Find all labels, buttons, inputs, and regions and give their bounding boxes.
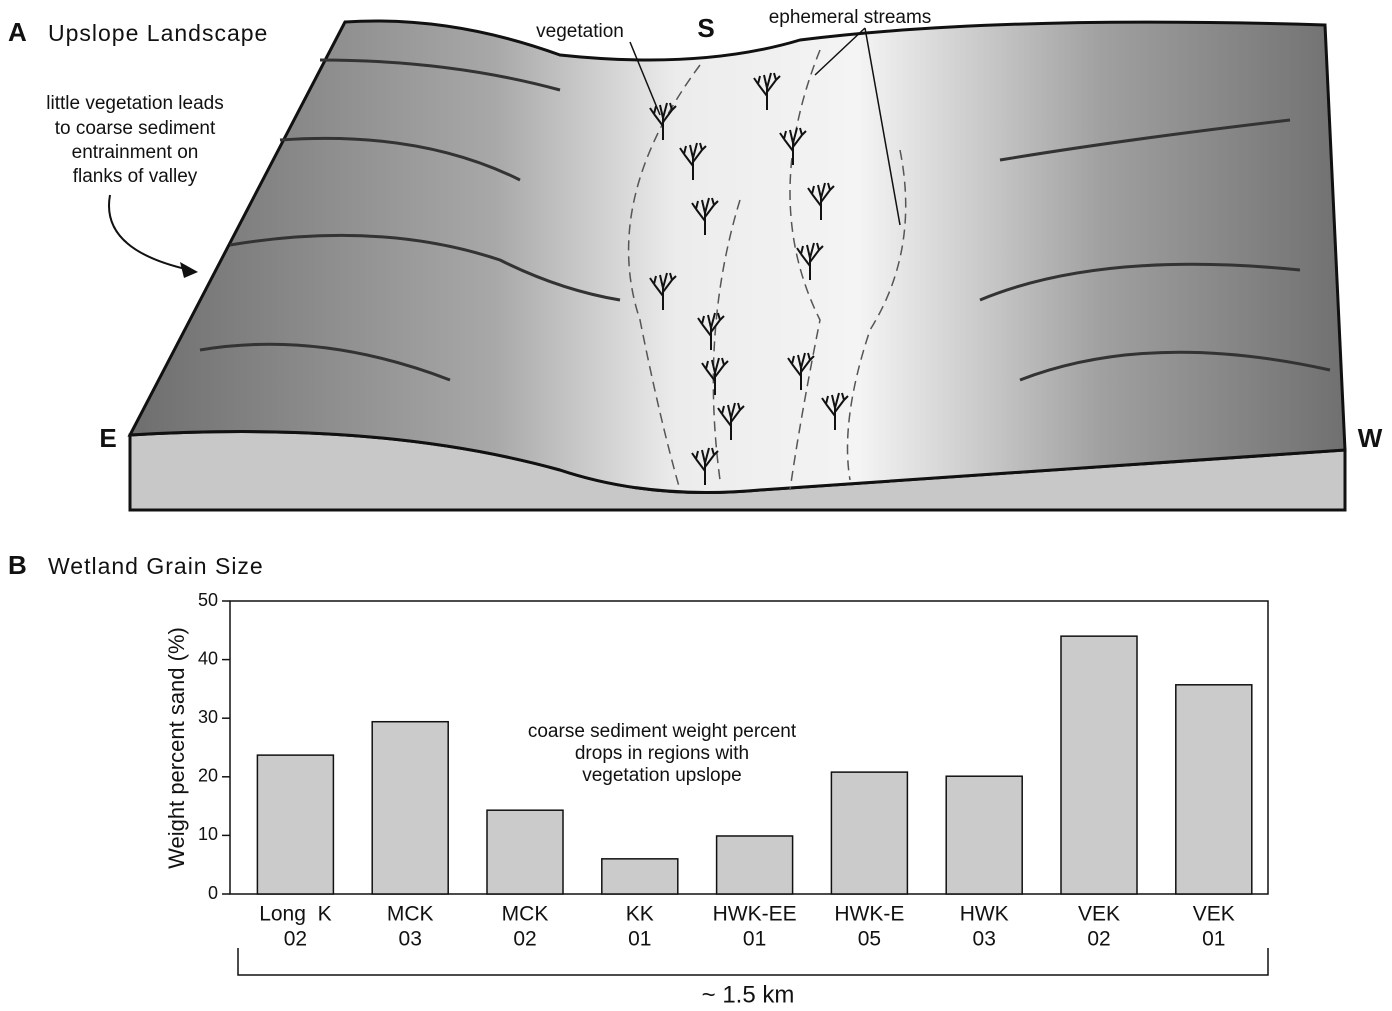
panel-label: B [8, 550, 27, 580]
y-tick-label: 20 [198, 766, 218, 786]
landscape-surface [127, 19, 1347, 494]
leader-line [814, 27, 901, 226]
arrow [108, 194, 191, 271]
y-tick-label: 40 [198, 648, 218, 668]
bar [945, 775, 1023, 895]
leader-line [629, 41, 661, 116]
x-tick-label: 02 [1087, 928, 1110, 951]
bar [1060, 635, 1138, 895]
x-tick-label: HWK [960, 903, 1009, 926]
bar [1175, 684, 1253, 895]
panel-title: Upslope Landscape [48, 20, 268, 46]
bar [486, 809, 564, 895]
south-label: S [697, 13, 714, 43]
arrowhead [180, 262, 198, 278]
west-label: W [1358, 423, 1383, 453]
x-tick-label: VEK [1078, 903, 1120, 926]
annotation-line: little vegetation leads [46, 93, 223, 114]
bar [371, 720, 449, 895]
x-tick-label: 02 [284, 928, 307, 951]
x-tick-label: 03 [399, 928, 422, 951]
y-tick-label: 50 [198, 590, 218, 610]
chart-title: Wetland Grain Size [48, 553, 264, 579]
chart-annotation: drops in regions with [575, 743, 749, 764]
bar [256, 754, 335, 895]
x-tick-label: 01 [628, 928, 651, 951]
bar [830, 771, 909, 895]
bar [601, 858, 679, 895]
chart-annotation: coarse sediment weight percent [528, 721, 797, 742]
scale-bracket [237, 948, 1269, 976]
y-tick-label: 30 [198, 707, 218, 727]
ridges [199, 58, 1331, 382]
chart-annotation: vegetation upslope [582, 765, 742, 786]
annotation-line: to coarse sediment [55, 118, 216, 139]
streams-label: ephemeral streams [769, 7, 932, 28]
x-tick-label: MCK [502, 903, 549, 926]
x-tick-label: 02 [513, 928, 536, 951]
east-label: E [99, 423, 116, 453]
x-tick-label: KK [626, 903, 654, 926]
bar [715, 835, 794, 895]
x-tick-label: 03 [973, 928, 996, 951]
x-tick-label: Long K [259, 903, 331, 926]
annotation: little vegetation leads to coarse sedime… [46, 93, 223, 187]
scale-label: ~ 1.5 km [702, 981, 795, 1008]
panel-label: A [8, 17, 27, 47]
vegetation-label: vegetation [536, 21, 624, 42]
x-tick-label: MCK [387, 903, 434, 926]
x-tick-label: HWK-E [834, 903, 904, 926]
x-tick-label: 05 [858, 928, 881, 951]
x-tick-label: 01 [743, 928, 766, 951]
y-axis-label: Weight percent sand (%) [164, 627, 189, 869]
annotation-line: entrainment on [72, 142, 199, 163]
y-tick-label: 0 [208, 883, 218, 903]
x-tick-label: VEK [1193, 903, 1235, 926]
x-tick-label: 01 [1202, 928, 1225, 951]
y-tick-label: 10 [198, 824, 218, 844]
x-tick-label: HWK-EE [713, 903, 797, 926]
annotation-line: flanks of valley [73, 166, 198, 187]
